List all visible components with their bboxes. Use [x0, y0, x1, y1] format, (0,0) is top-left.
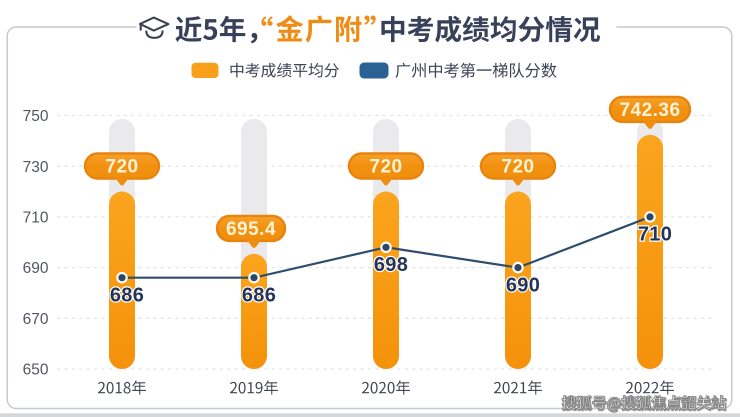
svg-text:750: 750 [23, 108, 49, 125]
svg-text:730: 730 [23, 159, 49, 176]
svg-text:698: 698 [374, 254, 408, 276]
svg-text:670: 670 [23, 311, 49, 328]
svg-text:720: 720 [105, 157, 138, 178]
svg-text:690: 690 [23, 260, 49, 277]
svg-text:686: 686 [110, 285, 144, 307]
svg-text:695.4: 695.4 [226, 219, 276, 240]
svg-text:650: 650 [23, 362, 49, 379]
svg-text:686: 686 [242, 285, 276, 307]
svg-text:710: 710 [23, 210, 49, 227]
svg-text:720: 720 [369, 157, 402, 178]
svg-text:710: 710 [638, 224, 672, 246]
svg-text:720: 720 [501, 157, 534, 178]
svg-text:742.36: 742.36 [619, 100, 680, 121]
svg-text:690: 690 [506, 274, 540, 296]
